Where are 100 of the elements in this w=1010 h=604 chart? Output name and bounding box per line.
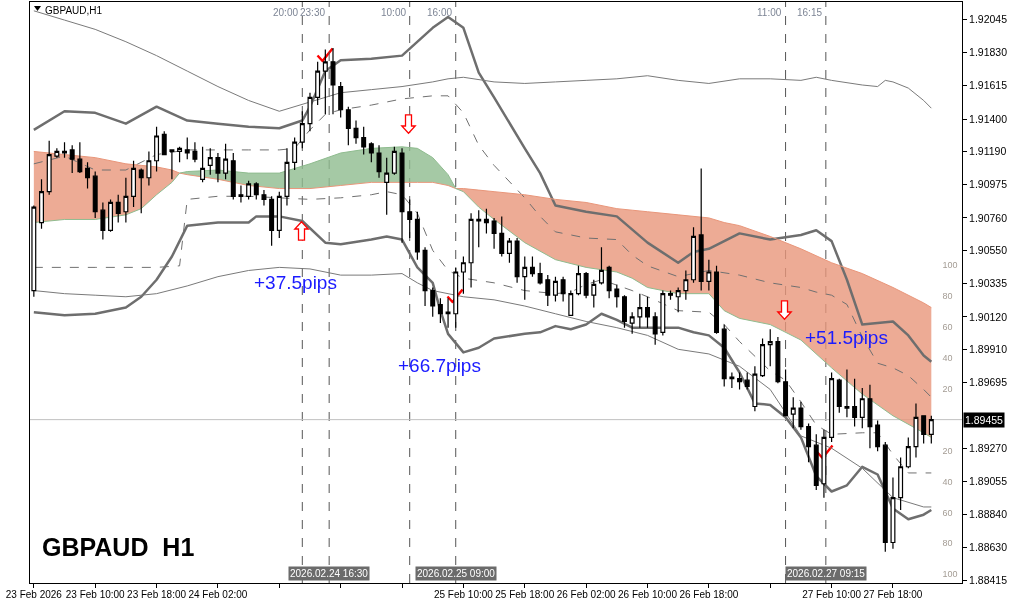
candlestick — [453, 266, 459, 329]
candlestick — [230, 152, 236, 200]
candlestick — [545, 274, 551, 307]
candlestick — [177, 146, 183, 163]
candlestick — [875, 419, 881, 452]
candlestick — [913, 402, 919, 459]
y-tick-label: 1.90760 — [969, 211, 1008, 224]
ref-line-label: 11:00 — [757, 7, 782, 18]
candlestick — [253, 181, 259, 200]
candlestick — [514, 237, 520, 284]
candlestick — [299, 110, 305, 149]
y-tick-label: 1.91400 — [969, 112, 1008, 125]
annotation: +66.7pips — [398, 355, 481, 376]
y-tick-label: 1.91830 — [969, 46, 1008, 59]
candlestick — [414, 211, 420, 261]
candlestick — [246, 180, 252, 200]
candlestick — [668, 289, 673, 301]
y-tick-label: 1.89270 — [969, 441, 1008, 454]
candlestick — [223, 143, 229, 180]
candlestick — [292, 136, 298, 171]
candlestick — [115, 194, 121, 224]
candlestick — [161, 130, 167, 156]
candlestick — [752, 365, 758, 412]
candlestick — [575, 265, 581, 296]
y-tick-label: 1.90550 — [969, 244, 1008, 257]
candlestick — [445, 297, 451, 329]
candlestick — [422, 246, 428, 307]
x-tick-label: 26 Feb 02:00 — [556, 589, 617, 600]
y3-tick-label: 40 — [942, 476, 953, 487]
candlestick — [192, 141, 198, 163]
candlestick — [154, 126, 160, 173]
candlestick — [39, 178, 44, 230]
candlestick — [491, 217, 497, 250]
y2-tick-label: 20 — [942, 383, 953, 394]
candlestick — [721, 323, 727, 387]
candlestick — [760, 337, 766, 378]
candlestick — [77, 141, 83, 174]
candlestick — [207, 147, 213, 176]
candlestick — [522, 255, 528, 301]
candlestick — [890, 476, 896, 550]
candlestick — [338, 81, 344, 119]
candlestick — [798, 401, 804, 431]
annotation: 2026.02.27 09:15 — [787, 568, 866, 579]
x-tick-label: 23 Feb 10:00 — [65, 589, 126, 600]
candlestick — [407, 198, 413, 239]
y-tick-label: 1.92045 — [969, 12, 1008, 25]
candlestick — [783, 368, 789, 417]
candlestick — [813, 433, 819, 491]
candlestick — [790, 396, 796, 429]
y3-tick-label: 80 — [942, 538, 953, 549]
y-tick-label: 1.89910 — [969, 342, 1008, 355]
candlestick — [468, 212, 474, 289]
y-tick-label: 1.90120 — [969, 310, 1008, 323]
candlestick — [898, 456, 904, 511]
annotation: 2026.02.24 16:30 — [290, 568, 369, 579]
ref-line-label: 23:30 — [300, 7, 326, 18]
y2-tick-label: 80 — [942, 291, 953, 302]
candlestick — [108, 198, 114, 233]
y-tick-label: 1.88630 — [969, 540, 1008, 553]
candlestick — [284, 147, 290, 207]
candlestick — [606, 265, 612, 299]
y-tick-label: 1.89055 — [969, 475, 1008, 488]
candlestick — [775, 336, 781, 384]
x-tick-label: 23 Feb 18:00 — [127, 589, 187, 600]
ref-line-label: 10:00 — [381, 7, 407, 18]
candlestick — [269, 195, 275, 247]
candlestick — [430, 286, 436, 318]
candlestick — [376, 144, 382, 179]
candlestick — [645, 296, 650, 329]
candlestick — [345, 106, 351, 146]
candlestick — [69, 144, 75, 174]
candlestick — [867, 384, 873, 449]
candlestick — [100, 201, 106, 241]
y-tick-label: 1.89695 — [969, 376, 1008, 389]
ref-line-label: 16:15 — [797, 7, 823, 18]
candlestick — [399, 147, 405, 244]
candlestick — [238, 184, 244, 204]
candlestick — [307, 92, 313, 132]
candlestick — [384, 157, 390, 216]
candlestick — [353, 119, 359, 145]
candlestick — [437, 297, 443, 324]
annotation: 2026.02.25 09:00 — [417, 568, 496, 579]
candlestick — [537, 262, 543, 285]
candlestick — [921, 415, 927, 445]
annotation: +51.5pips — [805, 327, 888, 348]
candlestick — [706, 259, 712, 292]
annotation: +37.5pips — [254, 272, 337, 293]
line-series — [33, 95, 932, 398]
candlestick — [483, 208, 489, 234]
candlestick — [729, 371, 735, 389]
candlestick — [62, 141, 67, 159]
ref-line-label: 16:00 — [427, 7, 453, 18]
x-tick-label: 25 Feb 18:00 — [495, 589, 555, 600]
candlestick — [322, 48, 328, 115]
candlestick — [622, 294, 627, 329]
candlestick — [46, 140, 52, 196]
candlestick — [361, 126, 367, 156]
candlestick — [123, 177, 129, 224]
candlestick — [54, 147, 60, 159]
candlestick — [315, 61, 321, 106]
